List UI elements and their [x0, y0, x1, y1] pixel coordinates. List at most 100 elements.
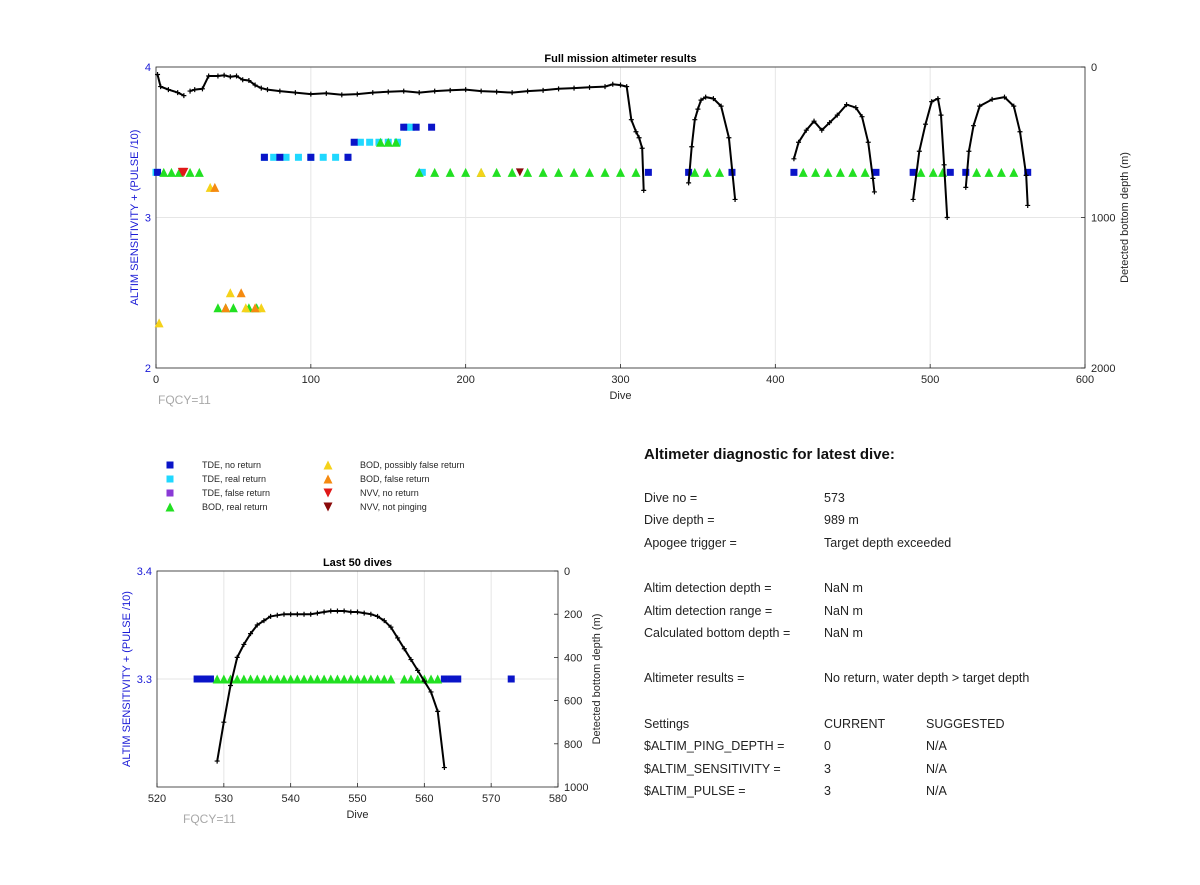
bottom-depth-point	[321, 609, 327, 615]
bottom-depth-point	[395, 635, 401, 641]
tde-real-return-marker	[407, 123, 415, 131]
bottom-depth-point	[334, 608, 340, 614]
bod-real-return-marker	[835, 167, 845, 177]
tde-real-return-marker	[319, 153, 327, 161]
bod-real-return-marker	[185, 167, 195, 177]
bottom-depth-point	[354, 91, 360, 97]
bottom-depth-point	[1017, 129, 1023, 135]
ping-depth-suggested: N/A	[926, 739, 947, 754]
y2-tick-label: 600	[564, 696, 582, 708]
bod-real-return-marker	[376, 137, 386, 147]
bod-real-return-marker	[319, 674, 329, 684]
bottom-depth-point	[165, 87, 171, 93]
bod-real-return-marker	[383, 137, 393, 147]
bottom-depth-point	[181, 93, 187, 99]
bottom-depth-point	[871, 189, 877, 195]
bottom-depth-point	[910, 196, 916, 202]
bottom-depth-point	[432, 88, 438, 94]
bottom-depth-point	[971, 123, 977, 129]
tde-no-return-marker	[200, 675, 208, 683]
sensitivity-suggested: N/A	[926, 761, 947, 776]
bod-real-return-marker	[228, 303, 238, 313]
bottom-depth-point	[1023, 172, 1029, 178]
y2-tick-label: 2000	[1091, 363, 1115, 375]
bod-real-return-marker	[373, 674, 383, 684]
bottom-depth-point	[610, 81, 616, 87]
tde-real-return-marker	[356, 138, 364, 146]
bod-real-return-marker	[166, 167, 176, 177]
calc-bottom-value: NaN m	[824, 626, 863, 641]
bottom-depth-point	[587, 84, 593, 90]
legend-bod-false-marker	[323, 474, 333, 484]
sensitivity-row: $ALTIM_SENSITIVITY = 3 N/A	[644, 762, 1184, 785]
y-tick-label: 4	[145, 62, 151, 74]
bottom-depth-point	[441, 765, 447, 771]
bottom-depth-point	[408, 657, 414, 663]
bottom-depth-point	[435, 708, 441, 714]
bottom-depth-point	[540, 87, 546, 93]
apogee-value: Target depth exceeded	[824, 535, 952, 550]
bod-real-return-marker	[306, 674, 316, 684]
y-tick-label: 2	[145, 363, 151, 375]
bod-real-return-marker	[414, 167, 424, 177]
ping-depth-row: $ALTIM_PING_DEPTH = 0 N/A	[644, 739, 1184, 762]
bottom-depth-point	[308, 91, 314, 97]
x-tick-label: 530	[215, 793, 233, 805]
bod-possibly-false-marker	[241, 303, 251, 313]
tde-real-return-marker	[270, 153, 278, 161]
bod-real-return-marker	[353, 674, 362, 684]
bottom-depth-point	[966, 148, 972, 154]
bottom-depth-point	[703, 94, 709, 100]
legend-tde-false-return-label: TDE, false return	[202, 488, 270, 498]
bottom-depth-point	[421, 678, 427, 684]
bottom-depth-point	[796, 139, 802, 145]
y2-tick-label: 1000	[1091, 213, 1115, 225]
legend-bod-false-label: BOD, false return	[360, 474, 430, 484]
bod-real-return-marker	[430, 167, 440, 177]
bod-real-return-marker	[332, 674, 342, 684]
bod-real-return-marker	[413, 674, 423, 684]
bod-real-return-marker	[715, 167, 725, 177]
bod-real-return-marker	[252, 674, 262, 684]
tde-no-return-marker	[154, 168, 162, 176]
tde-no-return-marker	[644, 168, 652, 176]
bottom-depth-point	[155, 72, 161, 78]
bod-real-return-marker	[996, 167, 1006, 177]
bottom-depth-point	[215, 73, 221, 79]
tde-no-return-marker	[276, 153, 284, 161]
bottom-depth-point	[274, 612, 280, 618]
bottom-depth-point	[602, 84, 608, 90]
dive-depth-value: 989 m	[824, 513, 859, 528]
bottom-depth-point	[494, 89, 500, 95]
bod-real-return-marker	[523, 167, 533, 177]
pulse-row: $ALTIM_PULSE = 3 N/A	[644, 784, 1184, 807]
bottom-depth-point	[844, 102, 850, 108]
bottom-depth-point	[339, 92, 345, 98]
tde-real-return-marker	[366, 138, 374, 146]
bottom-depth-point	[929, 99, 935, 105]
y2-axis-label: Detected bottom depth (m)	[1119, 152, 1131, 283]
bod-real-return-marker	[461, 167, 471, 177]
results-value: No return, water depth > target depth	[824, 671, 1030, 686]
bottom-depth-point	[288, 611, 294, 617]
bod-real-return-marker	[848, 167, 858, 177]
bottom-depth-point	[368, 611, 374, 617]
apogee-row: Apogee trigger = Target depth exceeded	[644, 536, 1184, 559]
bod-real-return-marker	[507, 167, 517, 177]
bod-real-return-marker	[326, 674, 336, 684]
altim-det-depth-label: Altim detection depth =	[644, 580, 772, 595]
x-tick-label: 570	[482, 793, 500, 805]
bottom-depth-point	[234, 654, 240, 660]
legend-tde-real-return-marker	[166, 475, 174, 483]
full-mission-chart: 0 100 200 300 400 500 600 2 3 4 0 1000 2000 Full miss…	[129, 53, 1131, 407]
legend-tde-no-return-marker	[166, 461, 174, 469]
bottom-depth-point	[416, 90, 422, 96]
tde-no-return-marker	[447, 675, 455, 683]
bottom-depth-point	[221, 719, 227, 725]
bod-real-return-marker	[272, 674, 282, 684]
bod-real-return-marker	[616, 167, 625, 177]
legend-nvv-no-return-label: NVV, no return	[360, 488, 419, 498]
bod-real-return-marker	[346, 674, 356, 684]
bod-possibly-false-marker	[476, 167, 486, 177]
bod-real-return-marker	[212, 674, 222, 684]
